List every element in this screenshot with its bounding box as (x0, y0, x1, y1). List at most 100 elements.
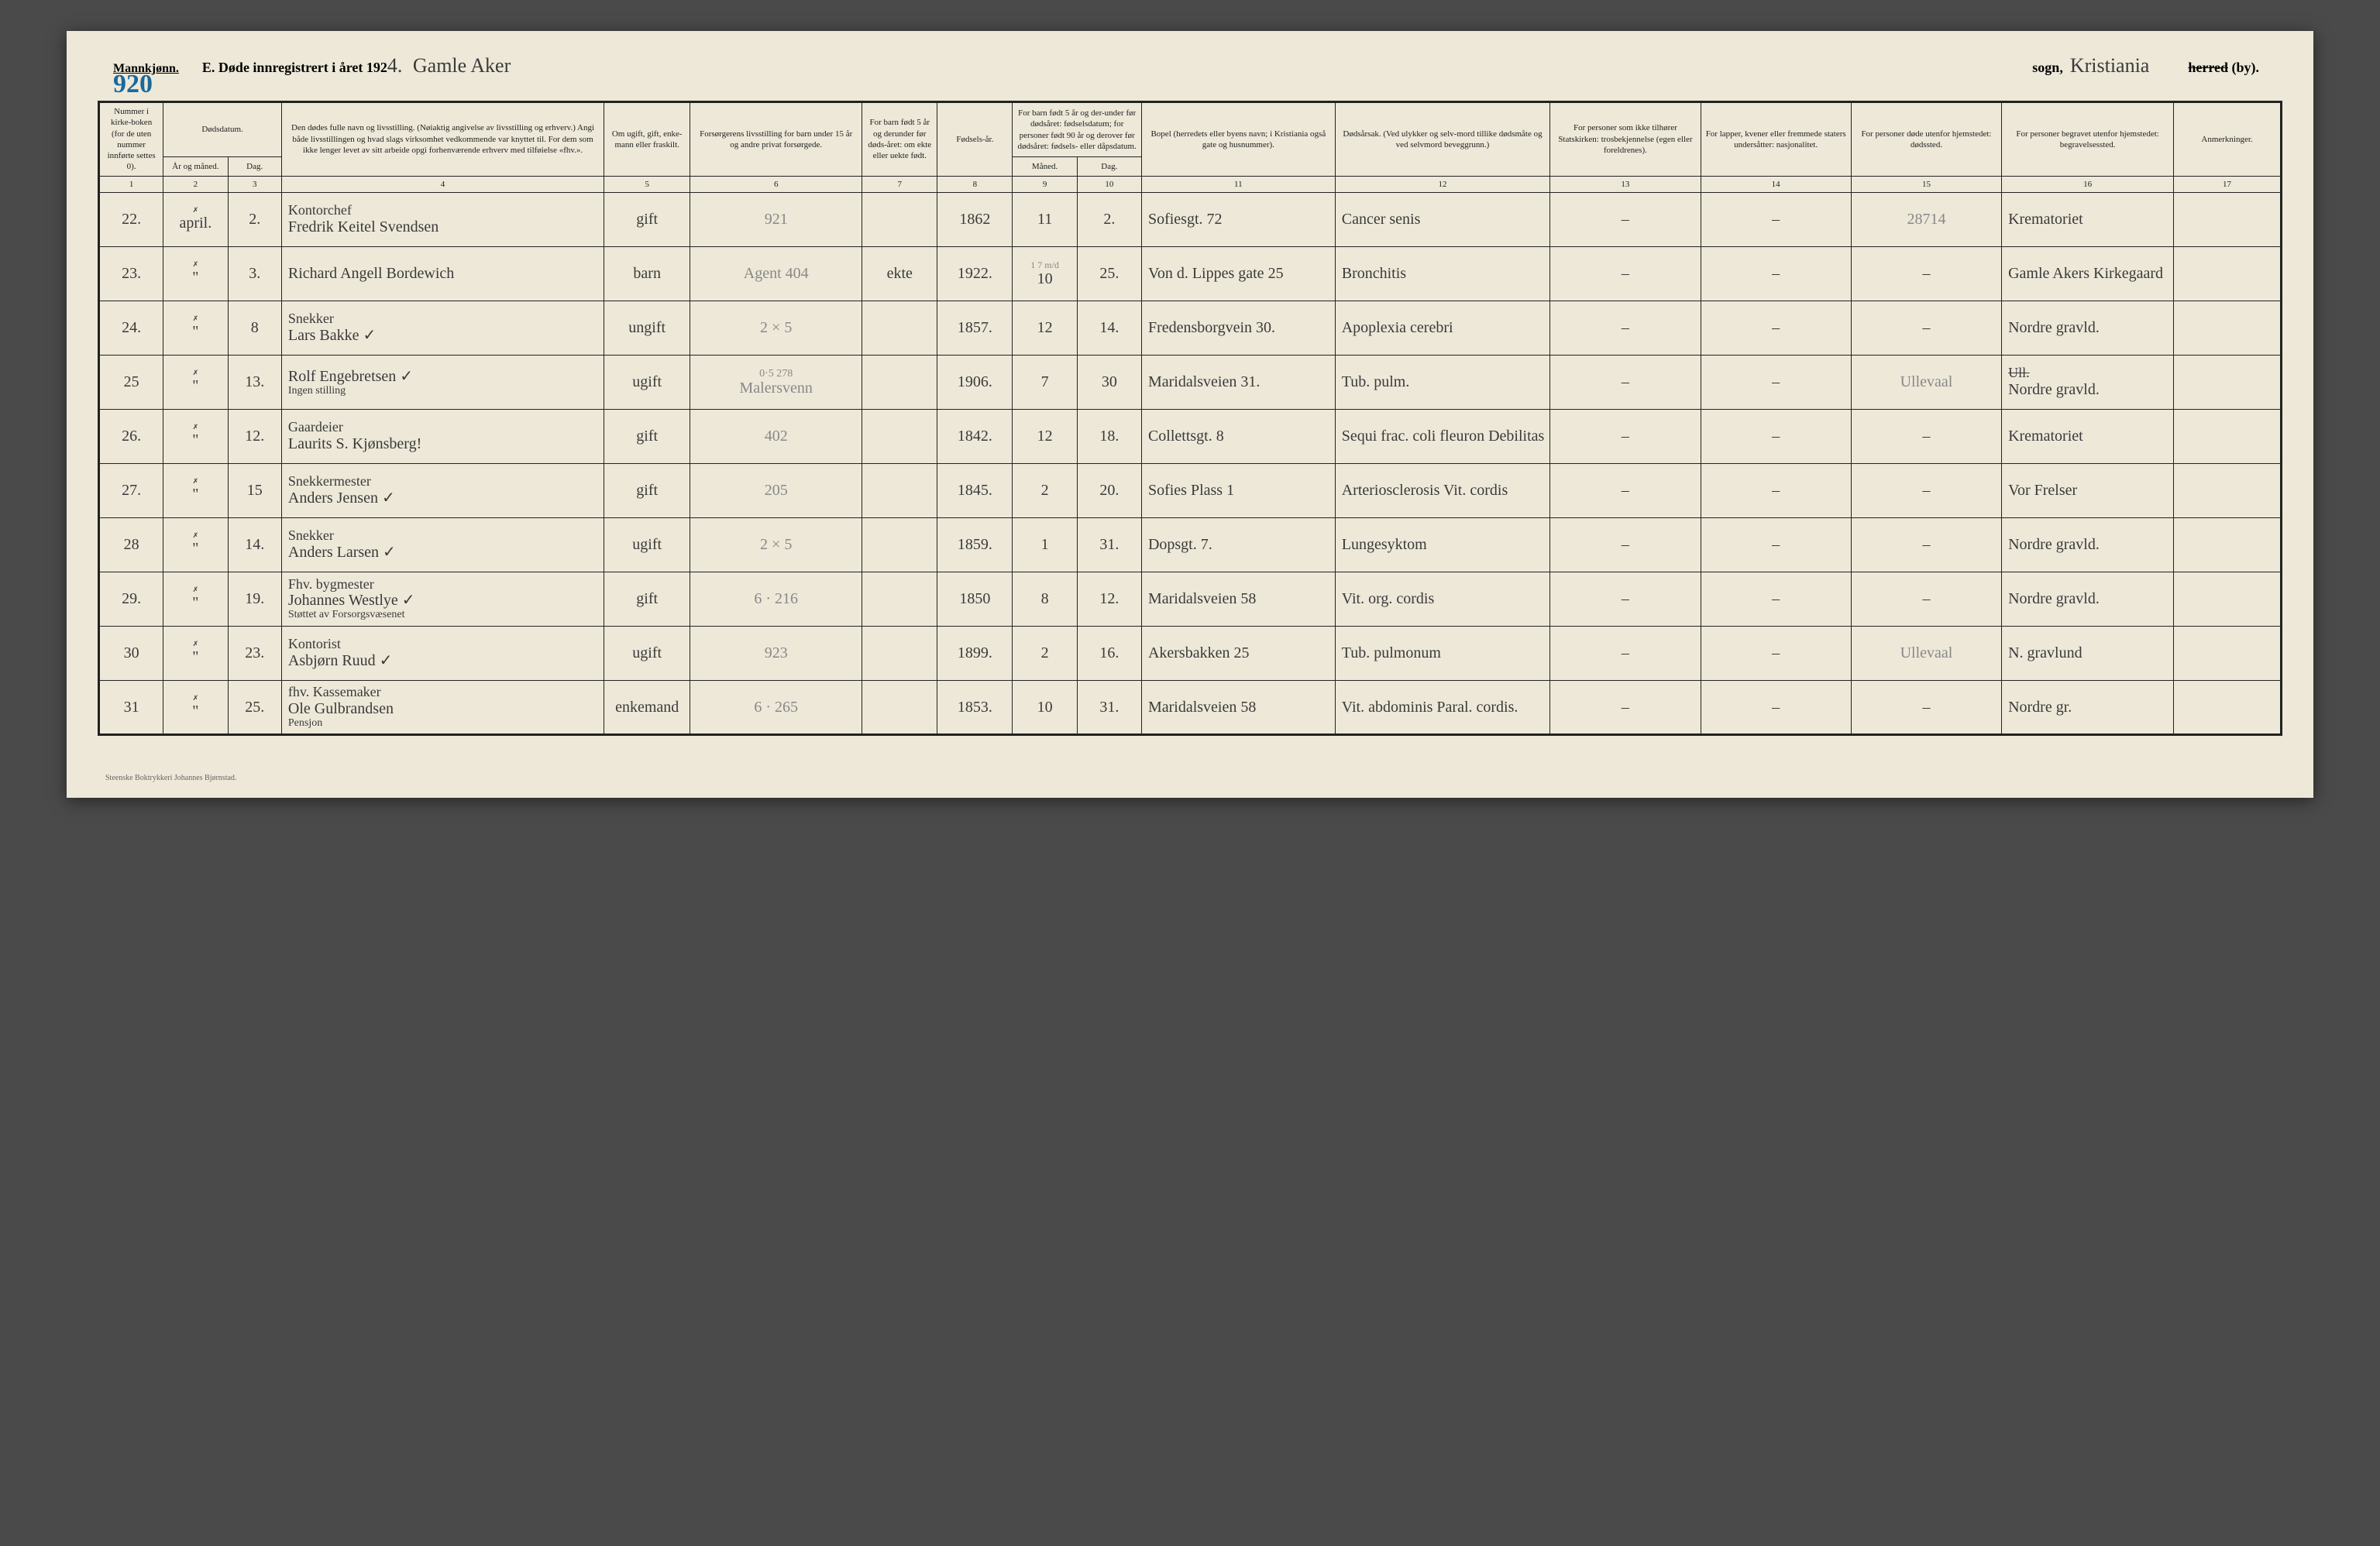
cell: Agent 404 (690, 246, 862, 301)
cell: ✗april. (163, 192, 228, 246)
col-17: Anmerkninger. (2174, 102, 2282, 177)
table-row: 29.✗"19.Fhv. bygmesterJohannes Westlye ✓… (99, 572, 2282, 626)
colnum: 16 (2002, 176, 2174, 192)
cell: gift (604, 463, 690, 517)
cell: – (1550, 409, 1701, 463)
table-body: 22.✗april.2.KontorchefFredrik Keitel Sve… (99, 192, 2282, 734)
cell: – (1701, 192, 1851, 246)
cell: Cancer senis (1335, 192, 1550, 246)
col-9b: Dag. (1077, 157, 1141, 177)
cell: barn (604, 246, 690, 301)
cell (862, 409, 937, 463)
cell: Krematoriet (2002, 409, 2174, 463)
cell: Tub. pulmonum (1335, 626, 1550, 680)
cell: ✗" (163, 517, 228, 572)
cell: Ullevaal (1851, 626, 2001, 680)
sogn-label: sogn, Kristiania (2024, 54, 2157, 77)
cell: Krematoriet (2002, 192, 2174, 246)
col-9a: Måned. (1013, 157, 1077, 177)
cell: 31 (99, 680, 163, 734)
cell: gift (604, 409, 690, 463)
cell (2174, 301, 2282, 355)
colnum: 14 (1701, 176, 1851, 192)
cell: Ullevaal (1851, 355, 2001, 409)
cell: ✗" (163, 572, 228, 626)
cell: – (1851, 572, 2001, 626)
ledger-page: Mannkjønn. E. Døde innregistrert i året … (67, 31, 2313, 798)
cell: Apoplexia cerebri (1335, 301, 1550, 355)
col-16: For personer begravet utenfor hjemstedet… (2002, 102, 2174, 177)
cell: 25. (1077, 246, 1141, 301)
cell: 1857. (937, 301, 1013, 355)
colnum: 5 (604, 176, 690, 192)
cell (2174, 680, 2282, 734)
table-head: Nummer i kirke-boken (for de uten nummer… (99, 102, 2282, 193)
cell: ✗" (163, 463, 228, 517)
cell: 23. (99, 246, 163, 301)
cell: 2. (1077, 192, 1141, 246)
cell: ugift (604, 355, 690, 409)
colnum: 6 (690, 176, 862, 192)
title-prefix: E. Døde innregistrert i året 192 (202, 60, 387, 75)
cell: 2 × 5 (690, 301, 862, 355)
cell: 29. (99, 572, 163, 626)
cell: – (1851, 680, 2001, 734)
cell: 12. (1077, 572, 1141, 626)
colnum: 12 (1335, 176, 1550, 192)
table-row: 26.✗"12.GaardeierLaurits S. Kjønsberg!gi… (99, 409, 2282, 463)
table-row: 27.✗"15SnekkermesterAnders Jensen ✓gift2… (99, 463, 2282, 517)
cell: Dopsgt. 7. (1141, 517, 1335, 572)
cell: ✗" (163, 409, 228, 463)
cell: 0·5 278Malersvenn (690, 355, 862, 409)
cell (862, 572, 937, 626)
cell: N. gravlund (2002, 626, 2174, 680)
cell: – (1701, 680, 1851, 734)
col-8: Fødsels-år. (937, 102, 1013, 177)
cell: 2 × 5 (690, 517, 862, 572)
cell: SnekkerAnders Larsen ✓ (281, 517, 604, 572)
cell: 8 (228, 301, 281, 355)
printer-footer: Steenske Boktrykkeri Johannes Bjørnstad. (105, 774, 236, 782)
cell: Sequi frac. coli fleuron Debilitas (1335, 409, 1550, 463)
cell: SnekkermesterAnders Jensen ✓ (281, 463, 604, 517)
col-12: Dødsårsak. (Ved ulykker og selv-mord til… (1335, 102, 1550, 177)
cell: 16. (1077, 626, 1141, 680)
sogn-text: sogn, (2032, 60, 2063, 75)
cell: 12 (1013, 409, 1077, 463)
cell: – (1701, 246, 1851, 301)
cell: Rolf Engebretsen ✓Ingen stilling (281, 355, 604, 409)
cell (2174, 572, 2282, 626)
cell: – (1701, 517, 1851, 572)
colnum: 17 (2174, 176, 2282, 192)
cell: 6 · 265 (690, 680, 862, 734)
cell: Fhv. bygmesterJohannes Westlye ✓Støttet … (281, 572, 604, 626)
cell: Maridalsveien 31. (1141, 355, 1335, 409)
cell: – (1701, 301, 1851, 355)
cell: ✗" (163, 355, 228, 409)
cell: – (1851, 301, 2001, 355)
ledger-table: Nummer i kirke-boken (for de uten nummer… (98, 101, 2282, 736)
cell (2174, 626, 2282, 680)
cell (862, 680, 937, 734)
cell: 1850 (937, 572, 1013, 626)
herred-struck: herred (2188, 60, 2228, 75)
cell: 2 (1013, 626, 1077, 680)
cell: – (1851, 463, 2001, 517)
cell (2174, 355, 2282, 409)
cell: 2 (1013, 463, 1077, 517)
title: E. Døde innregistrert i året 1924. Gamle… (202, 54, 2001, 77)
cell: 13. (228, 355, 281, 409)
table-row: 23.✗"3.Richard Angell BordewichbarnAgent… (99, 246, 2282, 301)
parish-hw: Gamle Aker (413, 54, 511, 77)
cell: ✗" (163, 626, 228, 680)
page-number-hw: 920 (113, 70, 153, 99)
cell: Maridalsveien 58 (1141, 680, 1335, 734)
cell: 30 (99, 626, 163, 680)
cell: ✗" (163, 246, 228, 301)
cell: Richard Angell Bordewich (281, 246, 604, 301)
cell: 14. (1077, 301, 1141, 355)
colnum: 7 (862, 176, 937, 192)
colnum: 1 (99, 176, 163, 192)
by-label: herred (by). (2180, 60, 2267, 76)
colnum: 15 (1851, 176, 2001, 192)
